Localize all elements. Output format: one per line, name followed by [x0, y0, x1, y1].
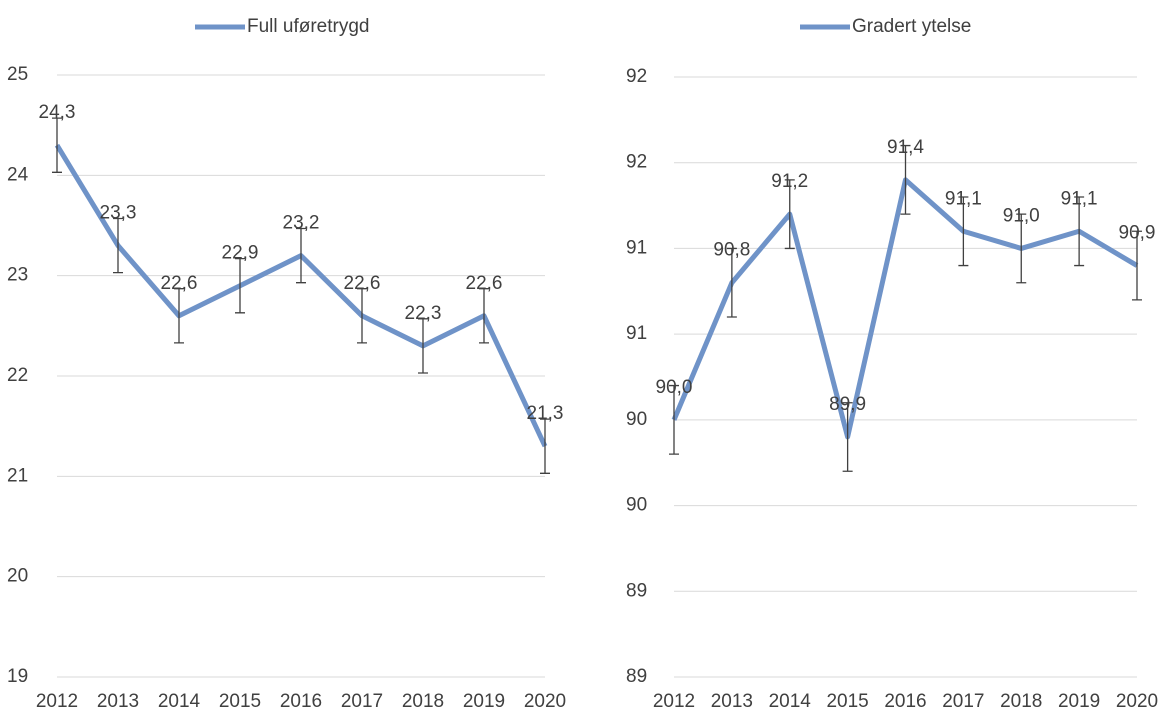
y-tick-label: 20 [7, 566, 28, 587]
y-tick-label: 91 [626, 237, 647, 258]
x-tick-label: 2020 [1116, 691, 1158, 712]
y-tick-label: 92 [626, 66, 647, 87]
error-bar [1132, 230, 1142, 301]
data-label: 91,2 [771, 171, 808, 192]
error-bar [296, 227, 306, 284]
y-tick-label: 24 [7, 164, 29, 185]
y-tick-label: 90 [626, 495, 647, 516]
x-tick-label: 2020 [524, 691, 566, 712]
x-tick-label: 2017 [341, 691, 383, 712]
y-tick-label: 89 [626, 666, 647, 687]
data-label: 22,9 [222, 243, 259, 264]
data-label: 24,3 [39, 102, 76, 123]
data-label: 91,0 [1003, 205, 1040, 226]
error-bar [174, 288, 184, 344]
y-tick-label: 91 [626, 323, 647, 344]
error-bar [540, 418, 550, 474]
error-bar [1074, 196, 1085, 267]
error-bar [1016, 213, 1027, 284]
y-tick-label: 19 [7, 666, 28, 687]
x-tick-label: 2013 [711, 691, 753, 712]
y-tick-label: 25 [7, 64, 28, 85]
data-label: 21,3 [527, 403, 564, 424]
x-tick-label: 2016 [280, 691, 322, 712]
data-line [54, 143, 548, 448]
error-bar [357, 288, 367, 344]
data-label: 23,2 [283, 213, 320, 234]
x-tick-label: 2016 [884, 691, 926, 712]
legend-label: Full uføretrygd [247, 16, 369, 37]
data-label: 90,8 [713, 240, 750, 261]
x-tick-label: 2014 [158, 691, 201, 712]
x-tick-label: 2018 [402, 691, 444, 712]
x-tick-label: 2012 [36, 691, 78, 712]
x-tick-label: 2019 [1058, 691, 1100, 712]
x-tick-label: 2015 [826, 691, 868, 712]
data-label: 89,9 [829, 394, 866, 415]
error-bar [784, 179, 795, 250]
error-bar [958, 196, 969, 267]
error-bar [235, 257, 245, 314]
x-tick-label: 2014 [769, 691, 812, 712]
error-bar [900, 144, 911, 215]
data-label: 22,6 [344, 273, 381, 294]
error-bar [418, 318, 428, 374]
x-tick-label: 2019 [463, 691, 505, 712]
error-bar [113, 217, 123, 274]
error-bar [726, 247, 737, 318]
data-label: 23,3 [100, 203, 137, 224]
data-label: 91,1 [945, 188, 982, 209]
data-label: 90,0 [656, 377, 693, 398]
error-bar [842, 402, 853, 472]
y-tick-label: 92 [626, 152, 647, 173]
x-tick-label: 2012 [653, 691, 695, 712]
data-label: 22,3 [405, 303, 442, 324]
legend-label: Gradert ytelse [852, 16, 971, 37]
x-tick-label: 2017 [942, 691, 984, 712]
y-tick-label: 23 [7, 265, 28, 286]
x-tick-label: 2015 [219, 691, 261, 712]
y-tick-label: 21 [7, 465, 28, 486]
x-tick-label: 2013 [97, 691, 139, 712]
y-tick-label: 22 [7, 365, 28, 386]
y-tick-label: 90 [626, 409, 647, 430]
data-label: 91,1 [1061, 188, 1098, 209]
data-label: 22,6 [466, 273, 503, 294]
error-bar [479, 288, 489, 344]
error-bar [669, 384, 679, 455]
y-tick-label: 89 [626, 580, 647, 601]
error-bar [52, 117, 62, 173]
data-label: 22,6 [161, 273, 198, 294]
data-line [671, 177, 1139, 440]
data-label: 90,9 [1119, 223, 1156, 244]
x-tick-label: 2018 [1000, 691, 1042, 712]
data-label: 91,4 [887, 137, 924, 158]
